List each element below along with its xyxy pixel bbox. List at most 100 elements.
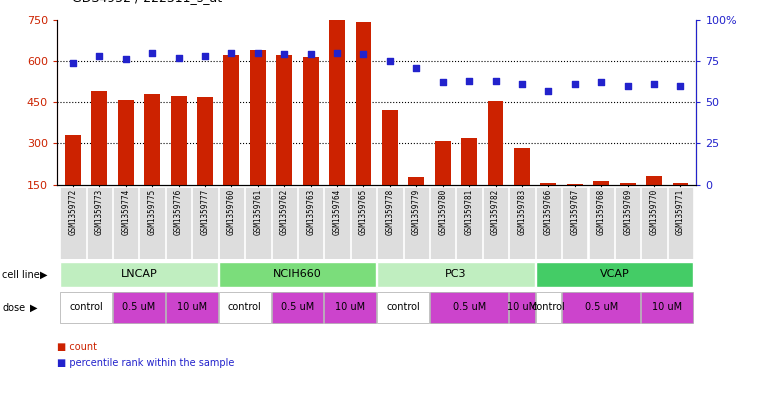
FancyBboxPatch shape: [536, 187, 561, 259]
Text: VCAP: VCAP: [600, 269, 629, 279]
Text: GSM1359779: GSM1359779: [412, 189, 421, 235]
Point: [146, 50, 158, 56]
FancyBboxPatch shape: [536, 262, 693, 287]
FancyBboxPatch shape: [351, 187, 376, 259]
Point: [622, 83, 634, 89]
Text: GSM1359776: GSM1359776: [174, 189, 183, 235]
Text: 0.5 uM: 0.5 uM: [453, 302, 486, 312]
Bar: [594, 182, 609, 185]
Point: [543, 88, 555, 94]
Bar: [303, 57, 319, 185]
Bar: [276, 55, 292, 185]
Point: [516, 81, 528, 87]
FancyBboxPatch shape: [403, 187, 429, 259]
FancyBboxPatch shape: [324, 187, 350, 259]
Text: GSM1359762: GSM1359762: [280, 189, 288, 235]
Text: GSM1359771: GSM1359771: [676, 189, 685, 235]
FancyBboxPatch shape: [509, 187, 535, 259]
FancyBboxPatch shape: [324, 292, 376, 323]
Text: GSM1359772: GSM1359772: [68, 189, 78, 235]
Bar: [540, 183, 556, 185]
Point: [173, 55, 185, 61]
FancyBboxPatch shape: [60, 292, 112, 323]
FancyBboxPatch shape: [588, 187, 614, 259]
Bar: [673, 183, 689, 185]
Bar: [197, 97, 213, 185]
Text: GSM1359782: GSM1359782: [491, 189, 500, 235]
Bar: [435, 141, 451, 185]
Text: 10 uM: 10 uM: [335, 302, 365, 312]
FancyBboxPatch shape: [298, 187, 323, 259]
Text: GSM1359775: GSM1359775: [148, 189, 157, 235]
Point: [437, 79, 449, 86]
FancyBboxPatch shape: [642, 187, 667, 259]
Text: control: control: [228, 302, 262, 312]
Text: GSM1359780: GSM1359780: [438, 189, 447, 235]
FancyBboxPatch shape: [615, 187, 640, 259]
Text: dose: dose: [2, 303, 25, 313]
Text: GSM1359770: GSM1359770: [650, 189, 658, 235]
Text: GSM1359774: GSM1359774: [121, 189, 130, 235]
Text: LNCAP: LNCAP: [120, 269, 158, 279]
Point: [252, 50, 264, 56]
Point: [595, 79, 607, 86]
Text: GSM1359764: GSM1359764: [333, 189, 342, 235]
Point: [358, 51, 370, 57]
Bar: [646, 176, 662, 185]
FancyBboxPatch shape: [218, 262, 376, 287]
Text: NCIH660: NCIH660: [273, 269, 322, 279]
Text: ▶: ▶: [40, 270, 47, 280]
Text: GSM1359773: GSM1359773: [95, 189, 103, 235]
FancyBboxPatch shape: [509, 292, 535, 323]
FancyBboxPatch shape: [245, 187, 270, 259]
Bar: [409, 177, 424, 185]
FancyBboxPatch shape: [642, 292, 693, 323]
Text: control: control: [69, 302, 103, 312]
FancyBboxPatch shape: [536, 292, 561, 323]
Text: ■ percentile rank within the sample: ■ percentile rank within the sample: [57, 358, 234, 368]
Bar: [145, 94, 160, 185]
Text: GDS4952 / 222311_s_at: GDS4952 / 222311_s_at: [72, 0, 222, 4]
Point: [67, 59, 79, 66]
Bar: [170, 96, 186, 185]
Text: GSM1359777: GSM1359777: [200, 189, 209, 235]
Point: [304, 51, 317, 57]
Text: 0.5 uM: 0.5 uM: [123, 302, 155, 312]
Text: control: control: [531, 302, 565, 312]
FancyBboxPatch shape: [218, 187, 244, 259]
Point: [568, 81, 581, 87]
FancyBboxPatch shape: [483, 187, 508, 259]
Point: [648, 81, 660, 87]
FancyBboxPatch shape: [377, 292, 429, 323]
Bar: [224, 55, 240, 185]
Point: [199, 53, 211, 59]
FancyBboxPatch shape: [193, 187, 218, 259]
FancyBboxPatch shape: [139, 187, 165, 259]
FancyBboxPatch shape: [377, 187, 403, 259]
FancyBboxPatch shape: [430, 187, 455, 259]
Point: [94, 53, 106, 59]
Text: 0.5 uM: 0.5 uM: [584, 302, 618, 312]
Bar: [488, 101, 504, 185]
FancyBboxPatch shape: [87, 187, 112, 259]
Text: 10 uM: 10 uM: [652, 302, 683, 312]
Bar: [461, 138, 477, 185]
FancyBboxPatch shape: [60, 262, 218, 287]
Text: GSM1359763: GSM1359763: [306, 189, 315, 235]
FancyBboxPatch shape: [218, 292, 270, 323]
FancyBboxPatch shape: [457, 187, 482, 259]
Text: GSM1359767: GSM1359767: [570, 189, 579, 235]
Text: 10 uM: 10 uM: [507, 302, 537, 312]
Text: GSM1359768: GSM1359768: [597, 189, 606, 235]
Point: [410, 64, 422, 71]
Text: GSM1359778: GSM1359778: [385, 189, 394, 235]
FancyBboxPatch shape: [272, 292, 323, 323]
Bar: [118, 100, 134, 185]
Text: ■ count: ■ count: [57, 342, 97, 352]
FancyBboxPatch shape: [113, 292, 165, 323]
Text: GSM1359761: GSM1359761: [253, 189, 263, 235]
Point: [489, 77, 501, 84]
Point: [463, 77, 475, 84]
Text: GSM1359769: GSM1359769: [623, 189, 632, 235]
Bar: [567, 184, 583, 185]
